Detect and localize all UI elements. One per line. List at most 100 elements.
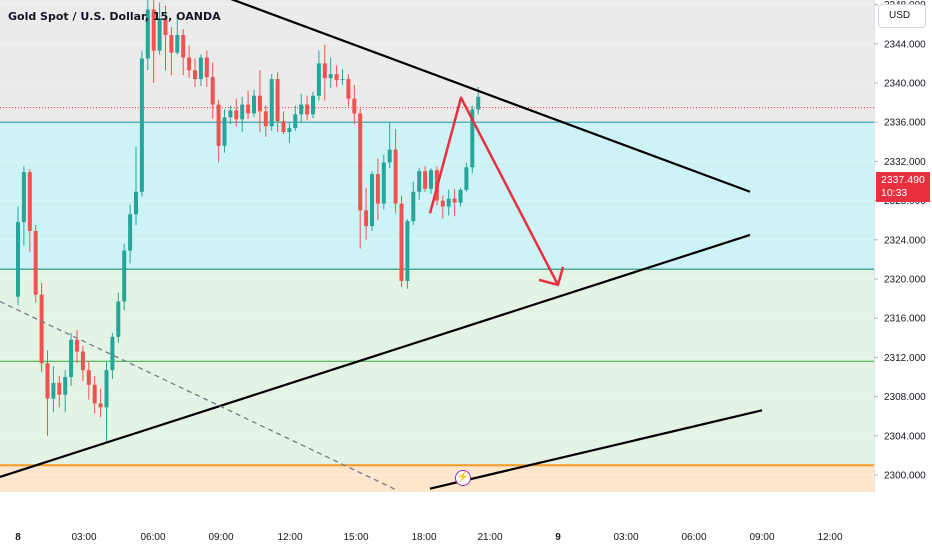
x-tick-label: 12:00 bbox=[277, 532, 302, 543]
candle-body bbox=[246, 104, 251, 114]
x-tick-label: 06:00 bbox=[140, 532, 165, 543]
candle-body bbox=[429, 170, 433, 189]
candle-body bbox=[370, 174, 374, 227]
y-tick-label: 2324.000 bbox=[884, 235, 926, 246]
x-tick-label: 06:00 bbox=[681, 532, 706, 543]
candle-body bbox=[198, 57, 203, 80]
candle-body bbox=[364, 210, 369, 227]
y-tick-label: 2304.000 bbox=[884, 431, 926, 442]
candle-body bbox=[393, 149, 398, 204]
y-tick-label: 2344.000 bbox=[884, 39, 926, 50]
candle-body bbox=[263, 111, 268, 127]
y-tick-label: 2332.000 bbox=[884, 157, 926, 168]
price-axis-background bbox=[874, 0, 932, 550]
x-tick-label: 12:00 bbox=[817, 532, 842, 543]
candle-body bbox=[51, 382, 56, 399]
candle-body bbox=[98, 403, 103, 408]
zone-green bbox=[0, 269, 874, 466]
candle-body bbox=[63, 377, 68, 395]
x-tick-label: 15:00 bbox=[343, 532, 368, 543]
candle-body bbox=[222, 117, 227, 146]
candle-body bbox=[411, 191, 416, 222]
candle-body bbox=[139, 58, 144, 192]
candle-body bbox=[216, 104, 221, 146]
candle-body bbox=[21, 172, 26, 223]
candle-body bbox=[240, 104, 245, 120]
candle-body bbox=[86, 370, 91, 385]
candle-body bbox=[204, 57, 209, 78]
currency-button[interactable]: USD bbox=[878, 4, 926, 28]
x-tick-label: 8 bbox=[15, 532, 21, 543]
candle-body bbox=[405, 221, 410, 281]
candle-body bbox=[387, 149, 392, 163]
candle-body bbox=[169, 34, 174, 53]
candle-body bbox=[269, 79, 274, 127]
current-price-tag: 2337.490 10:33 bbox=[876, 172, 930, 202]
trendline bbox=[230, 0, 751, 193]
projection-arrow bbox=[428, 96, 560, 286]
candle-body bbox=[187, 57, 192, 71]
y-tick-label: 2300.000 bbox=[884, 471, 926, 482]
candle-body bbox=[476, 96, 481, 110]
x-tick-label: 18:00 bbox=[411, 532, 436, 543]
arrow-head bbox=[538, 266, 565, 287]
candle-body bbox=[151, 9, 156, 51]
x-tick-label: 09:00 bbox=[749, 532, 774, 543]
candle-body bbox=[234, 110, 239, 120]
candle-body bbox=[16, 222, 20, 297]
bar-countdown-label: 10:33 bbox=[881, 187, 908, 199]
time-axis-background bbox=[0, 492, 874, 550]
candle-body bbox=[316, 63, 321, 96]
candle-body bbox=[328, 74, 333, 79]
candle-body bbox=[252, 95, 256, 114]
candle-body bbox=[281, 121, 286, 132]
candle-body bbox=[346, 79, 351, 99]
candle-body bbox=[440, 200, 445, 207]
candle-body bbox=[452, 198, 457, 203]
current-price-label: 2337.490 bbox=[881, 174, 925, 186]
candle-body bbox=[181, 34, 186, 58]
candle-body bbox=[116, 301, 121, 337]
y-tick-label: 2336.000 bbox=[884, 118, 926, 129]
trendline bbox=[0, 300, 399, 492]
candle-body bbox=[57, 382, 62, 395]
candle-body bbox=[340, 79, 345, 81]
candle-body bbox=[175, 34, 180, 53]
candle-body bbox=[275, 79, 280, 122]
x-tick-label: 21:00 bbox=[477, 532, 502, 543]
candle-body bbox=[358, 113, 363, 211]
candle-body bbox=[39, 294, 44, 364]
candle-body bbox=[210, 77, 215, 105]
candle-body bbox=[375, 174, 380, 204]
x-tick-label: 9 bbox=[555, 532, 561, 543]
y-tick-label: 2312.000 bbox=[884, 353, 926, 364]
candle-body bbox=[381, 162, 386, 204]
candle-body bbox=[399, 203, 404, 281]
y-tick-label: 2320.000 bbox=[884, 275, 926, 286]
candle-body bbox=[122, 250, 127, 302]
x-tick-label: 03:00 bbox=[613, 532, 638, 543]
candle-body bbox=[193, 70, 197, 80]
candle-body bbox=[299, 104, 304, 115]
candle-body bbox=[423, 171, 428, 189]
y-tick-label: 2308.000 bbox=[884, 392, 926, 403]
candle-body bbox=[257, 95, 262, 112]
candle-body bbox=[45, 363, 50, 399]
candle-body bbox=[322, 63, 327, 79]
y-tick-label: 2316.000 bbox=[884, 314, 926, 325]
candle-body bbox=[305, 104, 310, 115]
candle-body bbox=[104, 370, 109, 408]
candle-body bbox=[287, 128, 292, 132]
candle-body bbox=[163, 18, 168, 35]
candle-body bbox=[446, 198, 451, 207]
candle-body bbox=[92, 384, 97, 404]
candle-body bbox=[464, 167, 469, 190]
lightning-bolt-icon[interactable]: ⚡ bbox=[455, 470, 471, 486]
candle-body bbox=[134, 191, 138, 215]
trendline bbox=[0, 233, 751, 479]
y-tick-label: 2340.000 bbox=[884, 79, 926, 90]
candle-body bbox=[157, 18, 162, 51]
candle-body bbox=[293, 114, 298, 129]
candle-body bbox=[110, 336, 115, 371]
